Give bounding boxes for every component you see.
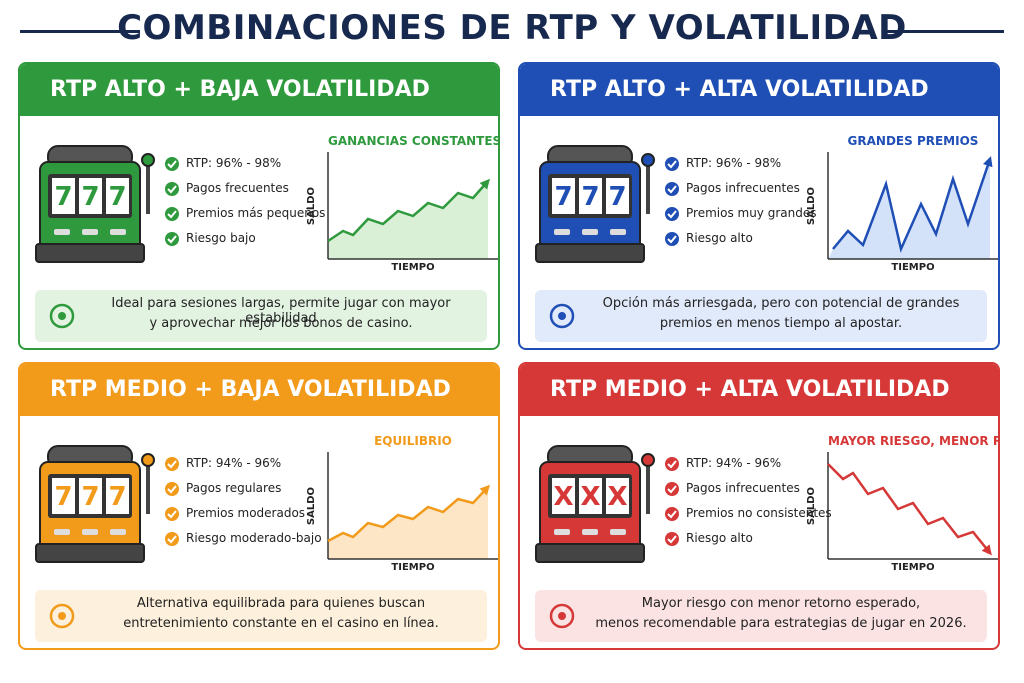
y-axis-label: SALDO	[306, 187, 317, 225]
note-icon	[549, 603, 575, 629]
note-line: Opción más arriesgada, pero con potencia…	[602, 296, 960, 311]
y-axis-label: SALDO	[806, 187, 817, 225]
trend-line	[827, 463, 991, 554]
bullet: Premios muy grandes	[686, 206, 817, 220]
title-rule	[884, 30, 1004, 33]
slot-symbol: 7	[81, 182, 99, 212]
panel-title: RTP MEDIO + BAJA VOLATILIDAD	[20, 364, 498, 416]
slot-symbol: 7	[554, 182, 572, 212]
y-axis-label: SALDO	[806, 487, 817, 525]
note-icon	[549, 303, 575, 329]
trend-line	[832, 158, 992, 253]
bullet: Pagos frecuentes	[186, 181, 289, 195]
x-axis-label: TIEMPO	[891, 562, 935, 573]
note-line: Ideal para sesiones largas, permite juga…	[111, 296, 451, 326]
bullet: RTP: 96% - 98%	[186, 156, 282, 170]
slot-symbol: X	[580, 482, 600, 512]
bullet: Pagos regulares	[186, 481, 282, 495]
bullet: Riesgo moderado-bajo	[186, 531, 322, 545]
bullet: Riesgo alto	[686, 231, 753, 245]
panel-title: RTP ALTO + ALTA VOLATILIDAD	[520, 64, 998, 116]
panel-title: RTP MEDIO + ALTA VOLATILIDAD	[520, 364, 998, 416]
slot-symbol: 7	[54, 482, 72, 512]
chart-title: GANANCIAS CONSTANTES	[328, 134, 500, 148]
bullet: RTP: 94% - 96%	[186, 456, 282, 470]
note-line: y aprovechar mejor los bonos de casino.	[149, 316, 413, 331]
bullet: Premios no consistentes	[686, 506, 832, 520]
note-line: premios en menos tiempo al apostar.	[659, 316, 903, 331]
slot-symbol: 7	[581, 182, 599, 212]
x-axis-label: TIEMPO	[391, 562, 435, 573]
note-line: Alternativa equilibrada para quienes bus…	[136, 596, 426, 611]
note-icon	[49, 303, 75, 329]
bullet: Premios más pequeños	[186, 206, 326, 220]
slot-symbol: 7	[54, 182, 72, 212]
slot-symbol: 7	[608, 182, 626, 212]
x-axis-label: TIEMPO	[391, 262, 435, 273]
bullet: RTP: 96% - 98%	[686, 156, 782, 170]
title-rule	[20, 30, 140, 33]
slot-symbol: 7	[108, 182, 126, 212]
slot-symbol: 7	[81, 482, 99, 512]
note-line: Mayor riesgo con menor retorno esperado,	[641, 596, 921, 611]
slot-symbol: 7	[108, 482, 126, 512]
note-line: entretenimiento constante en el casino e…	[123, 616, 439, 631]
x-axis-label: TIEMPO	[891, 262, 935, 273]
bullet: Riesgo alto	[686, 531, 753, 545]
note-line: menos recomendable para estrategias de j…	[595, 616, 967, 631]
page-title: COMBINACIONES DE RTP Y VOLATILIDAD	[117, 8, 907, 48]
bullet: Riesgo bajo	[186, 231, 256, 245]
y-axis-label: SALDO	[306, 487, 317, 525]
bullet: Pagos infrecuentes	[686, 481, 800, 495]
trend-line	[327, 180, 489, 243]
bullet: RTP: 94% - 96%	[686, 456, 782, 470]
bullet: Pagos infrecuentes	[686, 181, 800, 195]
chart-title: EQUILIBRIO	[374, 434, 452, 448]
note-icon	[49, 603, 75, 629]
chart-title: MAYOR RIESGO, MENOR RETORNO	[828, 434, 998, 448]
slot-symbol: X	[607, 482, 627, 512]
chart-title: GRANDES PREMIOS	[847, 134, 979, 148]
trend-line	[327, 486, 489, 543]
bullet: Premios moderados	[186, 506, 306, 520]
panel-title: RTP ALTO + BAJA VOLATILIDAD	[20, 64, 498, 116]
slot-symbol: X	[553, 482, 573, 512]
